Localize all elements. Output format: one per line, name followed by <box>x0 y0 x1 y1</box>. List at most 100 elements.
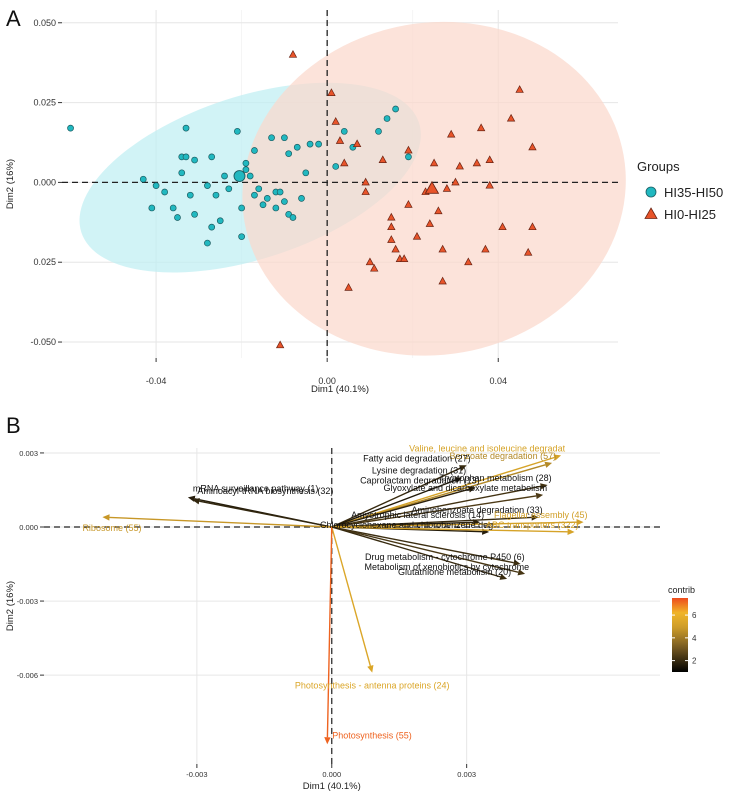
legend-key-triangle <box>644 207 658 219</box>
data-point-triangle <box>464 257 473 266</box>
y-tick-label: -0.003 <box>17 597 38 606</box>
loading-arrow <box>331 521 577 528</box>
loading-arrow-head <box>454 477 463 484</box>
data-point-triangle <box>476 123 486 132</box>
data-point-triangle <box>387 212 396 221</box>
arrow-label: Valine, leucine and isoleucine degradat <box>409 443 565 453</box>
data-point-circle <box>161 188 168 196</box>
data-point-triangle <box>404 145 413 154</box>
arrow-label: mRNA surveillance pathway (1) <box>193 483 319 493</box>
loading-arrow <box>331 467 461 528</box>
data-point-circle <box>216 217 224 225</box>
data-point-triangle <box>442 184 452 192</box>
data-point-triangle <box>391 244 400 253</box>
panel-a: A -0.04 0.00 0.04 0.050 0.025 0.000 0.025 -0.05… <box>5 6 723 395</box>
arrow-label: Glyoxylate and dicarboxylate metabolism <box>384 483 548 493</box>
loading-arrow <box>331 488 470 528</box>
loading-arrow <box>326 526 333 738</box>
data-point-triangle <box>288 49 298 58</box>
data-point-triangle <box>515 85 524 93</box>
data-point-circle <box>182 153 190 161</box>
panel-b-arrow-labels: Valine, leucine and isoleucine degradatB… <box>82 443 587 740</box>
data-point-circle <box>383 115 391 122</box>
data-point-triangle <box>361 187 370 195</box>
loading-arrow-head <box>513 559 521 566</box>
data-point-triangle <box>412 231 422 240</box>
loading-arrow-head <box>458 465 467 472</box>
data-point-triangle <box>434 206 443 215</box>
loading-arrow-head <box>567 528 575 535</box>
legend-key-circle <box>645 186 657 198</box>
data-point-triangle <box>365 257 375 266</box>
loading-arrow-head <box>535 492 544 500</box>
data-point-circle <box>204 182 211 189</box>
arrow-label: Caprolactam degradation (13) <box>360 476 480 486</box>
data-point-circle <box>221 172 228 180</box>
arrow-label: Photosynthesis (55) <box>332 730 412 740</box>
panel-a-ticks: -0.04 0.00 0.04 0.050 0.025 0.000 0.025 -0.050 <box>30 18 507 386</box>
data-point-circle <box>298 195 305 202</box>
colorbar-title: contrib <box>668 585 695 595</box>
data-point-circle <box>225 185 233 193</box>
data-point-circle <box>285 150 293 158</box>
loading-arrow-head <box>553 454 562 461</box>
panel-a-x-axis-label: Dim1 (40.1%) <box>311 384 369 395</box>
panel-b-ticks: -0.003 0.000 0.003 0.003 0.000 -0.003 -0.006 <box>17 449 476 779</box>
data-point-circle <box>191 210 198 218</box>
loading-arrow <box>109 516 332 528</box>
data-point-circle <box>152 182 160 189</box>
x-tick-label: 0.04 <box>489 376 507 386</box>
data-point-triangle <box>378 155 387 164</box>
loading-arrow-head <box>367 665 374 673</box>
data-point-circle <box>302 169 310 177</box>
data-point-circle <box>340 127 348 135</box>
data-point-circle <box>242 166 250 173</box>
data-point-triangle <box>523 247 533 256</box>
x-tick-label: 0.00 <box>318 376 336 386</box>
x-tick-label: -0.04 <box>146 376 167 386</box>
data-point-triangle <box>451 177 460 186</box>
data-point-circle <box>332 163 340 170</box>
data-point-triangle <box>340 158 349 167</box>
data-point-circle <box>375 127 382 135</box>
arrow-label: Tryptophan metabolism (28) <box>439 473 551 483</box>
loading-arrow <box>331 479 456 528</box>
colorbar-gradient-bar <box>672 598 688 672</box>
data-point-circle <box>251 191 258 199</box>
data-point-circle <box>392 105 399 113</box>
arrow-label: Aminobenzoate degradation (33) <box>412 505 543 515</box>
data-point-triangle <box>335 136 345 144</box>
data-point-triangle <box>485 180 494 189</box>
data-point-circle <box>405 153 412 161</box>
data-point-triangle <box>498 222 507 231</box>
y-tick-label: 0.025 <box>33 98 56 108</box>
arrow-label: Lysine degradation (31) <box>372 466 466 476</box>
panel-b-x-axis-label: Dim1 (40.1%) <box>303 781 361 792</box>
data-point-triangle <box>387 222 396 231</box>
y-tick-label: 0.000 <box>33 177 56 187</box>
loading-arrow <box>331 495 537 528</box>
loading-arrow <box>331 485 541 528</box>
group-centroid <box>233 170 246 182</box>
data-point-circle <box>289 214 297 221</box>
panel-a-points <box>67 49 537 349</box>
legend-entry-label: HI35-HI50 <box>664 185 723 200</box>
data-point-circle <box>178 169 186 177</box>
data-point-triangle <box>455 161 464 170</box>
data-point-triangle <box>361 177 370 186</box>
loading-arrow <box>331 526 501 578</box>
legend-items: HI35-HI50 HI0-HI25 <box>644 185 723 222</box>
data-point-triangle <box>327 88 336 96</box>
arrow-label: Fatty acid degradation (27) <box>363 453 471 463</box>
legend-title: Groups <box>637 159 680 174</box>
data-point-triangle <box>429 158 439 167</box>
colorbar-tick-label: 2 <box>692 657 697 666</box>
arrow-label: Ribosome (55) <box>82 523 141 533</box>
panel-b-plot-area <box>44 448 660 764</box>
data-point-triangle <box>506 113 516 122</box>
group-centroid <box>424 180 440 194</box>
data-point-triangle <box>370 263 379 272</box>
data-point-circle <box>242 159 250 167</box>
